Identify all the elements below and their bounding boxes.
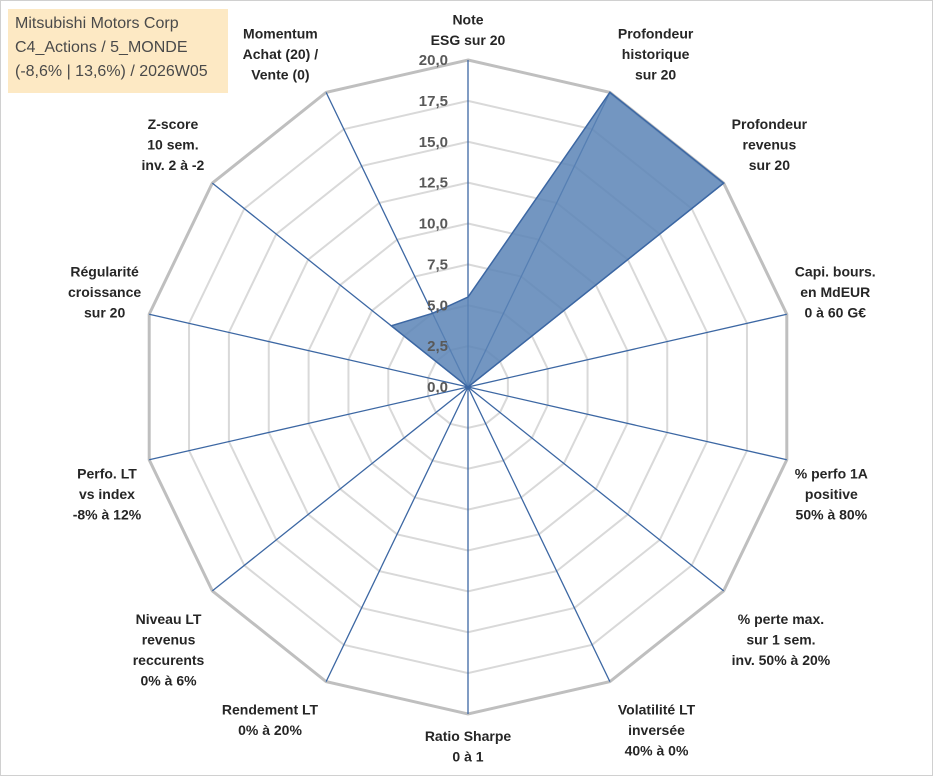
category-label-7: Ratio Sharpe 0 à 1 (425, 728, 512, 765)
category-label-9-line-0: Niveau LT (136, 611, 202, 627)
range-and-week: (-8,6% | 13,6%) / 2026W05 (15, 63, 208, 80)
category-label-12-line-2: inv. 2 à -2 (142, 157, 205, 173)
category-label-1-line-2: sur 20 (635, 66, 676, 82)
radar-series (389, 91, 725, 388)
category-label-1-line-1: historique (622, 46, 690, 62)
category-label-3: Capi. bours. en MdEUR 0 à 60 G€ (795, 264, 876, 321)
category-label-2-line-1: revenus (743, 137, 797, 153)
category-label-12-line-1: 10 sem. (147, 137, 198, 153)
category-label-0-line-1: ESG sur 20 (431, 32, 506, 48)
radial-tick-labels: 0,0 2,5 5,0 7,5 10,0 12,5 15,0 17,5 20,0 (419, 52, 448, 396)
category-label-6-line-0: Volatilité LT (618, 702, 696, 718)
category-label-4-line-1: positive (805, 486, 858, 502)
spoke-3 (467, 313, 787, 388)
tick-label-5: 12,5 (419, 175, 448, 192)
category-label-1: Profondeur historique sur 20 (618, 25, 694, 82)
category-label-3-line-1: en MdEUR (800, 284, 870, 300)
spoke-4 (467, 386, 787, 461)
tick-label-1: 2,5 (427, 338, 448, 355)
category-label-12: Z-score 10 sem. inv. 2 à -2 (142, 116, 205, 173)
spoke-5 (467, 386, 725, 592)
category-label-11-line-0: Régularité (70, 264, 139, 280)
info-box: Mitsubishi Motors Corp C4_Actions / 5_MO… (8, 9, 228, 93)
category-label-6: Volatilité LT inversée 40% à 0% (618, 702, 696, 759)
category-label-9: Niveau LT revenus reccurents 0% à 6% (133, 611, 205, 689)
category-label-4-line-2: 50% à 80% (796, 506, 868, 522)
tick-label-6: 15,0 (419, 134, 448, 151)
category-label-11-line-1: croissance (68, 284, 141, 300)
tick-label-0: 0,0 (427, 379, 448, 396)
category-label-1-line-0: Profondeur (618, 25, 694, 41)
category-label-10: Perfo. LT vs index -8% à 12% (73, 465, 142, 522)
category-label-5: % perte max. sur 1 sem. inv. 50% à 20% (732, 611, 831, 668)
category-label-3-line-0: Capi. bours. (795, 264, 876, 280)
category-label-3-line-2: 0 à 60 G€ (805, 305, 867, 321)
spoke-9 (211, 386, 469, 592)
category-label-10-line-2: -8% à 12% (73, 506, 142, 522)
spoke-8 (325, 386, 469, 682)
category-label-5-line-0: % perte max. (738, 611, 824, 627)
category-label-8-line-1: 0% à 20% (238, 722, 302, 738)
category-label-8-line-0: Rendement LT (222, 702, 319, 718)
tick-label-8: 20,0 (419, 52, 448, 69)
category-label-11: Régularité croissance sur 20 (68, 264, 141, 321)
spoke-10 (149, 386, 469, 461)
category-label-7-line-1: 0 à 1 (452, 749, 483, 765)
company-name: Mitsubishi Motors Corp (15, 15, 179, 32)
category-label-4: % perfo 1A positive 50% à 80% (795, 465, 868, 522)
tick-label-7: 17,5 (419, 93, 448, 110)
category-label-2-line-0: Profondeur (732, 116, 808, 132)
category-label-9-line-2: reccurents (133, 652, 205, 668)
category-label-10-line-1: vs index (79, 486, 135, 502)
category-label-0-line-0: Note (452, 12, 483, 28)
category-label-2: Profondeur revenus sur 20 (732, 116, 808, 173)
category-label-5-line-2: inv. 50% à 20% (732, 652, 831, 668)
category-label-7-line-0: Ratio Sharpe (425, 728, 512, 744)
category-label-8: Rendement LT 0% à 20% (222, 702, 319, 739)
category-label-2-line-2: sur 20 (749, 157, 790, 173)
category-label-13: Momentum Achat (20) / Vente (0) (243, 25, 319, 82)
spoke-11 (149, 313, 469, 388)
category-label-6-line-2: 40% à 0% (625, 743, 689, 759)
category-label-9-line-3: 0% à 6% (141, 672, 198, 688)
category-label-5-line-1: sur 1 sem. (746, 631, 815, 647)
category-label-9-line-1: revenus (142, 631, 196, 647)
category-label-10-line-0: Perfo. LT (77, 465, 137, 481)
category-labels: Note ESG sur 20 Profondeur historique sur 20… (68, 12, 876, 765)
category-label-13-line-2: Vente (0) (251, 66, 309, 82)
category-label-0: Note ESG sur 20 (431, 12, 506, 49)
category-label-4-line-0: % perfo 1A (795, 465, 868, 481)
category-label-13-line-1: Achat (20) / (243, 46, 319, 62)
category-label-13-line-0: Momentum (243, 25, 318, 41)
portfolio-category: C4_Actions / 5_MONDE (15, 39, 188, 56)
tick-label-2: 5,0 (427, 297, 448, 314)
category-label-12-line-0: Z-score (148, 116, 199, 132)
tick-label-4: 10,0 (419, 216, 448, 233)
category-label-11-line-2: sur 20 (84, 305, 125, 321)
category-label-6-line-1: inversée (628, 722, 685, 738)
spoke-6 (467, 386, 611, 682)
tick-label-3: 7,5 (427, 256, 448, 273)
